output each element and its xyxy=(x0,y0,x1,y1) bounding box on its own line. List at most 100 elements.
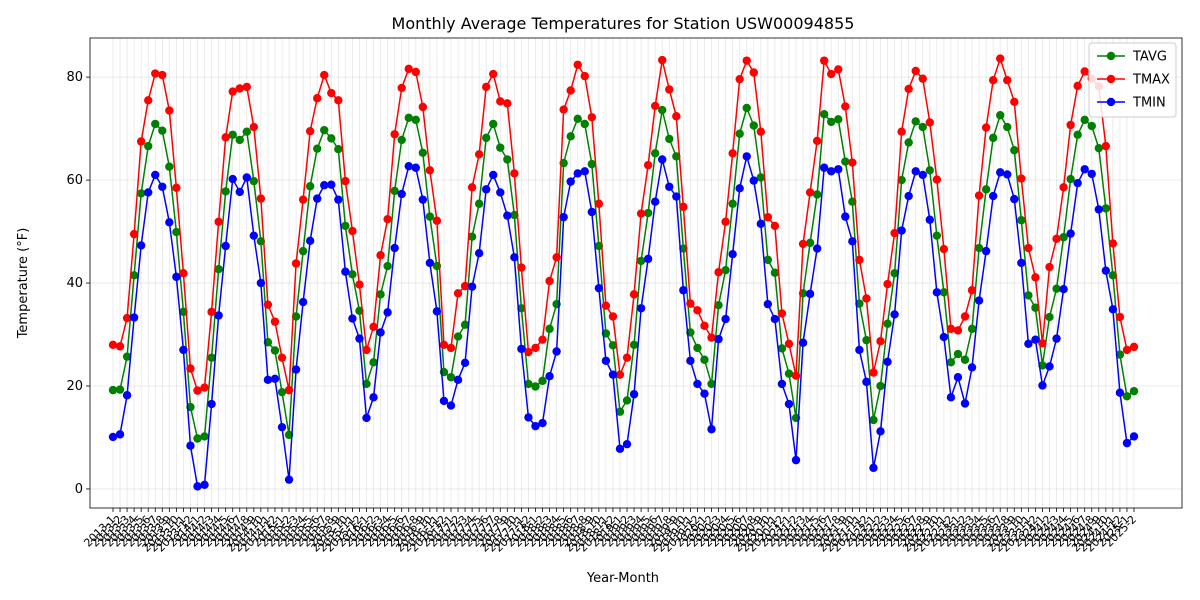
data-point-tmax xyxy=(812,136,822,146)
data-point-tmax xyxy=(545,276,554,286)
data-point-tmin xyxy=(474,248,484,258)
data-point-tmax xyxy=(362,345,371,355)
data-point-tmin xyxy=(953,373,963,382)
data-point-tmax xyxy=(383,215,392,224)
data-point-tmin xyxy=(643,254,653,264)
legend-marker-tavg xyxy=(1106,51,1116,61)
data-point-tavg xyxy=(467,232,477,241)
data-point-tavg xyxy=(270,346,280,355)
data-point-tmax xyxy=(200,383,209,392)
data-point-tmin xyxy=(151,170,160,180)
data-point-tavg xyxy=(869,415,878,425)
data-point-tavg xyxy=(108,385,118,395)
data-point-tavg xyxy=(974,243,984,253)
data-point-tmax xyxy=(552,253,561,262)
data-point-tavg xyxy=(1129,386,1139,396)
y-tick-label: 80 xyxy=(66,70,83,85)
data-point-tmin xyxy=(848,237,857,246)
data-point-tmax xyxy=(629,290,639,299)
data-point-tmin xyxy=(172,272,181,282)
data-point-tmax xyxy=(756,127,766,136)
data-point-tavg xyxy=(827,117,836,127)
data-point-tmin xyxy=(531,421,540,431)
data-point-tmin xyxy=(1024,339,1033,348)
data-point-tmax xyxy=(453,289,463,298)
data-point-tavg xyxy=(193,434,202,443)
data-point-tmax xyxy=(1003,76,1012,85)
data-point-tavg xyxy=(580,119,589,129)
data-point-tmax xyxy=(939,244,949,254)
data-point-tmax xyxy=(819,56,829,65)
data-point-tmax xyxy=(460,281,470,291)
data-point-tavg xyxy=(341,221,350,231)
data-point-tavg xyxy=(144,141,153,151)
data-point-tmin xyxy=(432,307,442,316)
series-line-tmin xyxy=(112,155,1135,488)
data-point-tavg xyxy=(136,189,146,198)
data-point-tavg xyxy=(932,231,942,240)
chart-title: Monthly Average Temperatures for Station… xyxy=(392,14,855,33)
data-point-tavg xyxy=(1003,122,1012,132)
data-point-tmin xyxy=(355,334,364,343)
data-point-tmax xyxy=(263,300,273,309)
data-point-tmin xyxy=(1038,381,1047,390)
data-point-tmax xyxy=(876,337,885,346)
data-point-tavg xyxy=(411,115,420,125)
data-point-tavg xyxy=(636,256,646,266)
data-point-tavg xyxy=(1087,121,1096,131)
data-point-tmin xyxy=(291,365,301,374)
legend-label-tavg: TAVG xyxy=(1132,50,1167,65)
data-point-tmin xyxy=(763,299,773,309)
data-point-tmax xyxy=(650,101,660,111)
data-point-tavg xyxy=(700,355,709,364)
data-point-tmax xyxy=(1010,97,1019,107)
data-point-tmin xyxy=(165,218,174,227)
data-point-tmax xyxy=(996,54,1005,63)
data-point-tavg xyxy=(277,387,287,397)
data-point-tmax xyxy=(313,94,322,103)
data-point-tmax xyxy=(397,83,406,93)
data-point-tmax xyxy=(791,371,801,380)
legend: TAVG TMAX TMIN xyxy=(1088,42,1177,118)
data-point-tmin xyxy=(1115,388,1125,397)
data-point-tmin xyxy=(827,167,836,176)
data-point-tmin xyxy=(270,374,280,383)
data-point-tavg xyxy=(214,264,223,274)
data-point-tavg xyxy=(707,379,716,389)
data-point-tmax xyxy=(834,65,843,74)
data-point-tmax xyxy=(890,228,899,238)
data-point-tavg xyxy=(481,133,491,143)
data-point-tmax xyxy=(291,259,301,268)
data-point-tmin xyxy=(594,283,604,293)
data-point-tavg xyxy=(404,113,413,122)
data-point-tmax xyxy=(179,269,188,278)
data-point-tmax xyxy=(601,301,611,310)
data-point-tavg xyxy=(334,144,343,154)
data-point-tmax xyxy=(643,160,653,170)
data-point-tmax xyxy=(827,69,836,79)
data-point-tavg xyxy=(573,114,582,124)
data-point-tmax xyxy=(784,339,794,348)
data-point-tavg xyxy=(665,134,674,144)
data-point-tmin xyxy=(1031,335,1040,344)
data-point-tmax xyxy=(1122,345,1132,355)
data-point-tavg xyxy=(904,138,913,147)
data-point-tmax xyxy=(474,150,484,159)
data-point-tavg xyxy=(587,159,597,169)
data-point-tavg xyxy=(615,407,625,416)
data-point-tmax xyxy=(615,370,625,379)
data-point-tmin xyxy=(376,328,385,337)
data-point-tmax xyxy=(672,112,681,121)
data-point-tmin xyxy=(918,170,927,180)
data-point-tmin xyxy=(136,241,146,250)
data-point-tavg xyxy=(672,152,681,161)
y-tick-label: 20 xyxy=(66,379,83,394)
data-point-tavg xyxy=(383,261,392,271)
data-point-tavg xyxy=(221,187,230,196)
data-point-tavg xyxy=(1094,143,1103,153)
data-point-tmax xyxy=(763,212,773,222)
data-point-tmax xyxy=(221,133,230,142)
data-point-tmin xyxy=(819,163,829,172)
data-point-tmin xyxy=(714,334,723,344)
data-point-tmin xyxy=(115,430,125,439)
